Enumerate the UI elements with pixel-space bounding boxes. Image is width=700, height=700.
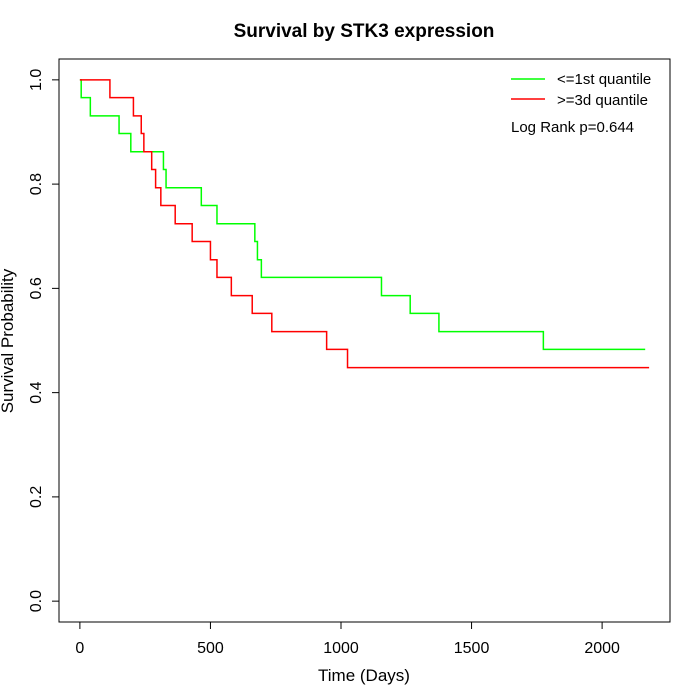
x-tick-label: 0 [75, 640, 84, 657]
x-axis-label: Time (Days) [318, 666, 410, 685]
y-tick-label: 0.2 [28, 486, 45, 508]
y-tick-label: 0.8 [28, 173, 45, 195]
legend: <=1st quantile >=3d quantile Log Rank p=… [511, 71, 651, 136]
x-tick-label: 2000 [584, 640, 620, 657]
y-tick-label: 1.0 [28, 69, 45, 91]
x-axis: 0 500 1000 1500 2000 [75, 621, 620, 657]
y-tick-label: 0.0 [28, 590, 45, 612]
series-layer [79, 79, 650, 369]
survival-curve-low-quantile [79, 79, 646, 351]
log-rank-annotation: Log Rank p=0.644 [511, 119, 634, 136]
x-tick-label: 1000 [323, 640, 359, 657]
plot-frame [58, 58, 671, 623]
x-tick-label: 1500 [454, 640, 490, 657]
legend-label-high-quantile: >=3d quantile [557, 92, 648, 109]
y-tick-label: 0.4 [28, 381, 45, 403]
legend-label-low-quantile: <=1st quantile [557, 71, 651, 88]
y-axis: 0.0 0.2 0.4 0.6 0.8 1.0 [28, 69, 60, 612]
x-tick-label: 500 [197, 640, 224, 657]
chart-title: Survival by STK3 expression [234, 21, 495, 42]
y-axis-label: Survival Probability [0, 268, 17, 413]
y-tick-label: 0.6 [28, 277, 45, 299]
survival-curve-high-quantile [79, 79, 650, 369]
